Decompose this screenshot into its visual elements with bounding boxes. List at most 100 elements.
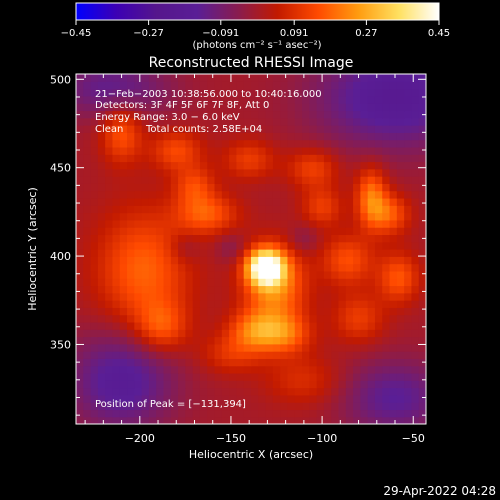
heatmap-cell [280, 183, 289, 192]
heatmap-cell [251, 394, 259, 403]
heatmap-cell [302, 74, 310, 82]
heatmap-cell [192, 168, 201, 177]
heatmap-cell [265, 74, 274, 82]
heatmap-cell [207, 146, 216, 155]
heatmap-cell [294, 219, 303, 228]
heatmap-cell [309, 336, 318, 345]
heatmap-cell [367, 416, 376, 424]
heatmap-cell [272, 154, 281, 163]
heatmap-cell [374, 329, 383, 338]
heatmap-cell [265, 249, 274, 257]
heatmap-cell [258, 154, 267, 163]
heatmap-cell [119, 154, 128, 163]
heatmap-cell [302, 95, 310, 104]
heatmap-cell [90, 146, 99, 155]
heatmap-cell [178, 197, 186, 206]
heatmap-cell [331, 219, 340, 228]
heatmap-cell [119, 314, 128, 323]
colorbar-ticks: −0.45 −0.27 −0.091 0.091 0.27 0.45 [61, 20, 450, 39]
heatmap-cell [134, 387, 143, 396]
heatmap-cell [105, 394, 114, 403]
heatmap-cell [382, 249, 391, 257]
heatmap-cell [316, 256, 325, 265]
heatmap-cell [221, 219, 230, 228]
heatmap-cell [76, 241, 84, 250]
heatmap-cell [148, 227, 157, 236]
heatmap-cell [214, 270, 223, 279]
heatmap-cell [229, 416, 238, 424]
heatmap-cell [367, 329, 376, 338]
heatmap-cell [192, 81, 201, 90]
heatmap-cell [418, 74, 426, 82]
heatmap-cell [119, 263, 128, 272]
heatmap-cell [90, 300, 99, 308]
heatmap-cell [243, 161, 252, 170]
heatmap-cell [411, 154, 420, 163]
heatmap-cell [76, 351, 84, 359]
heatmap-cell [199, 321, 208, 330]
heatmap-cell [258, 300, 267, 308]
heatmap-cell [243, 183, 252, 192]
heatmap-cell [112, 110, 121, 119]
heatmap-cell [185, 234, 194, 243]
heatmap-cell [83, 343, 92, 352]
heatmap-cell [156, 88, 165, 97]
heatmap-cell [418, 146, 426, 155]
annotation-clean: Clean [95, 124, 123, 135]
heatmap-cell [236, 321, 245, 330]
heatmap-cell [287, 176, 296, 184]
heatmap-cell [192, 227, 201, 236]
heatmap-cell [97, 300, 106, 308]
heatmap-cell [411, 358, 420, 367]
heatmap-cell [229, 351, 238, 359]
heatmap-cell [156, 307, 165, 316]
heatmap-cell [331, 307, 340, 316]
heatmap-cell [353, 227, 361, 236]
heatmap-cell [294, 110, 303, 119]
heatmap-cell [331, 365, 340, 374]
heatmap-cell [112, 321, 121, 330]
heatmap-cell [287, 110, 296, 119]
heatmap-cell [411, 336, 420, 345]
heatmap-cell [367, 372, 376, 381]
heatmap-cell [163, 256, 172, 265]
heatmap-cell [302, 146, 310, 155]
heatmap-cell [360, 249, 369, 257]
heatmap-cell [302, 329, 310, 338]
heatmap-cell [404, 154, 413, 163]
heatmap-cell [229, 241, 238, 250]
heatmap-cell [127, 176, 135, 184]
heatmap-cell [199, 409, 208, 418]
heatmap-cell [83, 110, 92, 119]
heatmap-cell [280, 176, 289, 184]
heatmap-cell [272, 146, 281, 155]
heatmap-cell [141, 387, 150, 396]
heatmap-cell [105, 358, 114, 367]
heatmap-cell [141, 205, 150, 214]
heatmap-cell [331, 270, 340, 279]
heatmap-cell [97, 321, 106, 330]
heatmap-cell [90, 256, 99, 265]
heatmap-cell [76, 300, 84, 308]
heatmap-cell [360, 168, 369, 177]
heatmap-cell [258, 263, 267, 272]
heatmap-cell [207, 176, 216, 184]
heatmap-cell [316, 321, 325, 330]
heatmap-cell [163, 74, 172, 82]
heatmap-cell [178, 307, 186, 316]
heatmap-cell [243, 146, 252, 155]
heatmap-cell [309, 365, 318, 374]
heatmap-cell [236, 95, 245, 104]
heatmap-cell [353, 197, 361, 206]
heatmap-cell [229, 176, 238, 184]
heatmap-cell [367, 117, 376, 126]
heatmap-cell [76, 394, 84, 403]
heatmap-cell [396, 314, 405, 323]
heatmap-cell [396, 372, 405, 381]
heatmap-cell [316, 307, 325, 316]
heatmap-cell [360, 161, 369, 170]
heatmap-cell [185, 212, 194, 221]
heatmap-cell [83, 270, 92, 279]
heatmap-cell [141, 278, 150, 287]
heatmap-cell [353, 146, 361, 155]
